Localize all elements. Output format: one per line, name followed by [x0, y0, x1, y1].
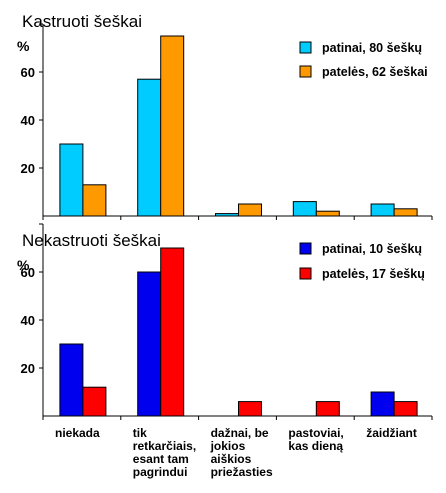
legend-label: patelės, 17 šeškų: [322, 267, 425, 281]
x-category-label: pastoviai,: [288, 426, 343, 440]
y-tick-label: 40: [21, 313, 35, 328]
bar-pateles: [393, 401, 418, 417]
bar-patinai: [59, 143, 84, 217]
x-category-label: dažnai, be: [211, 426, 269, 440]
y-axis-label: %: [17, 257, 30, 273]
legend-swatch: [299, 65, 312, 78]
x-category-label: žaidžiant: [366, 426, 417, 440]
x-category-label: retkarčiais,: [133, 439, 196, 453]
y-tick-label: 60: [21, 265, 35, 280]
bar-patinai: [137, 78, 162, 217]
legend-swatch: [299, 242, 312, 255]
bar-patinai: [370, 391, 395, 417]
chart-title: Nekastruoti šeškai: [22, 231, 161, 250]
legend-label: patinai, 80 šeškų: [322, 41, 422, 55]
bar-patinai: [292, 201, 317, 217]
y-tick-label: 60: [21, 65, 35, 80]
legend-swatch: [299, 41, 312, 54]
x-category-label: tik: [133, 426, 147, 440]
legend-label: patinai, 10 šeškų: [322, 242, 422, 256]
y-axis-label: %: [17, 38, 30, 54]
bar-pateles: [315, 210, 340, 217]
bar-pateles: [238, 203, 262, 217]
bar-pateles: [238, 401, 262, 417]
bar-patinai: [59, 343, 84, 417]
bar-pateles: [393, 208, 418, 217]
legend-label: patelės, 62 šeškai: [322, 65, 428, 79]
x-category-label: kas dieną: [288, 439, 343, 453]
y-tick-label: 20: [21, 361, 35, 376]
bar-pateles: [160, 247, 185, 417]
bar-pateles: [160, 35, 185, 217]
bar-patinai: [215, 213, 239, 217]
x-category-label: pagrindui: [133, 465, 188, 479]
bar-patinai: [370, 203, 395, 217]
x-category-label: niekada: [55, 426, 100, 440]
x-category-label: jokios: [210, 439, 246, 453]
y-tick-label: 20: [21, 161, 35, 176]
y-tick-label: 40: [21, 113, 35, 128]
chart-title: Kastruoti šeškai: [22, 12, 142, 31]
bar-pateles: [82, 386, 107, 417]
bar-patinai: [137, 271, 162, 417]
x-category-label: priežasties: [211, 465, 273, 479]
x-category-label: aiškios: [211, 452, 252, 466]
x-category-label: esant tam: [133, 452, 189, 466]
bar-pateles: [82, 184, 107, 217]
bar-pateles: [315, 401, 340, 417]
legend-swatch: [299, 267, 312, 280]
